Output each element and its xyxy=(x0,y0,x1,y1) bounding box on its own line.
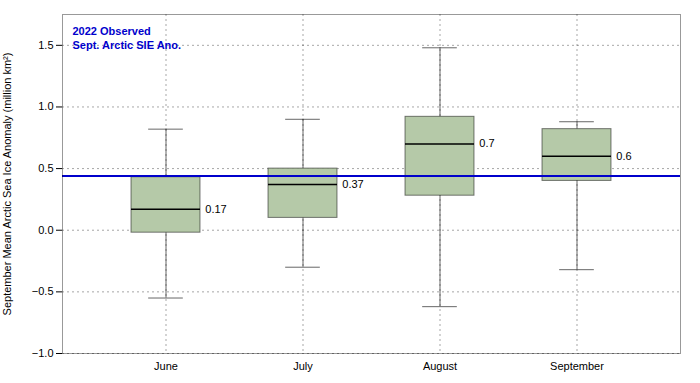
svg-text:June: June xyxy=(154,360,178,372)
svg-text:0.0: 0.0 xyxy=(38,224,53,236)
svg-text:−1.0: −1.0 xyxy=(32,347,54,359)
svg-text:0.6: 0.6 xyxy=(616,150,631,162)
svg-text:September: September xyxy=(550,360,604,372)
svg-text:−0.5: −0.5 xyxy=(32,285,54,297)
svg-text:September Mean Arctic Sea Ice: September Mean Arctic Sea Ice Anomaly (m… xyxy=(1,53,13,316)
svg-text:0.37: 0.37 xyxy=(342,178,363,190)
svg-text:1.5: 1.5 xyxy=(38,39,53,51)
svg-text:2022 ObservedSept. Arctic SIE: 2022 ObservedSept. Arctic SIE Ano. xyxy=(73,25,182,51)
svg-text:0.7: 0.7 xyxy=(479,137,494,149)
svg-text:July: July xyxy=(293,360,313,372)
svg-text:0.5: 0.5 xyxy=(38,162,53,174)
svg-text:1.0: 1.0 xyxy=(38,100,53,112)
svg-text:0.17: 0.17 xyxy=(205,203,226,215)
svg-text:August: August xyxy=(423,360,457,372)
